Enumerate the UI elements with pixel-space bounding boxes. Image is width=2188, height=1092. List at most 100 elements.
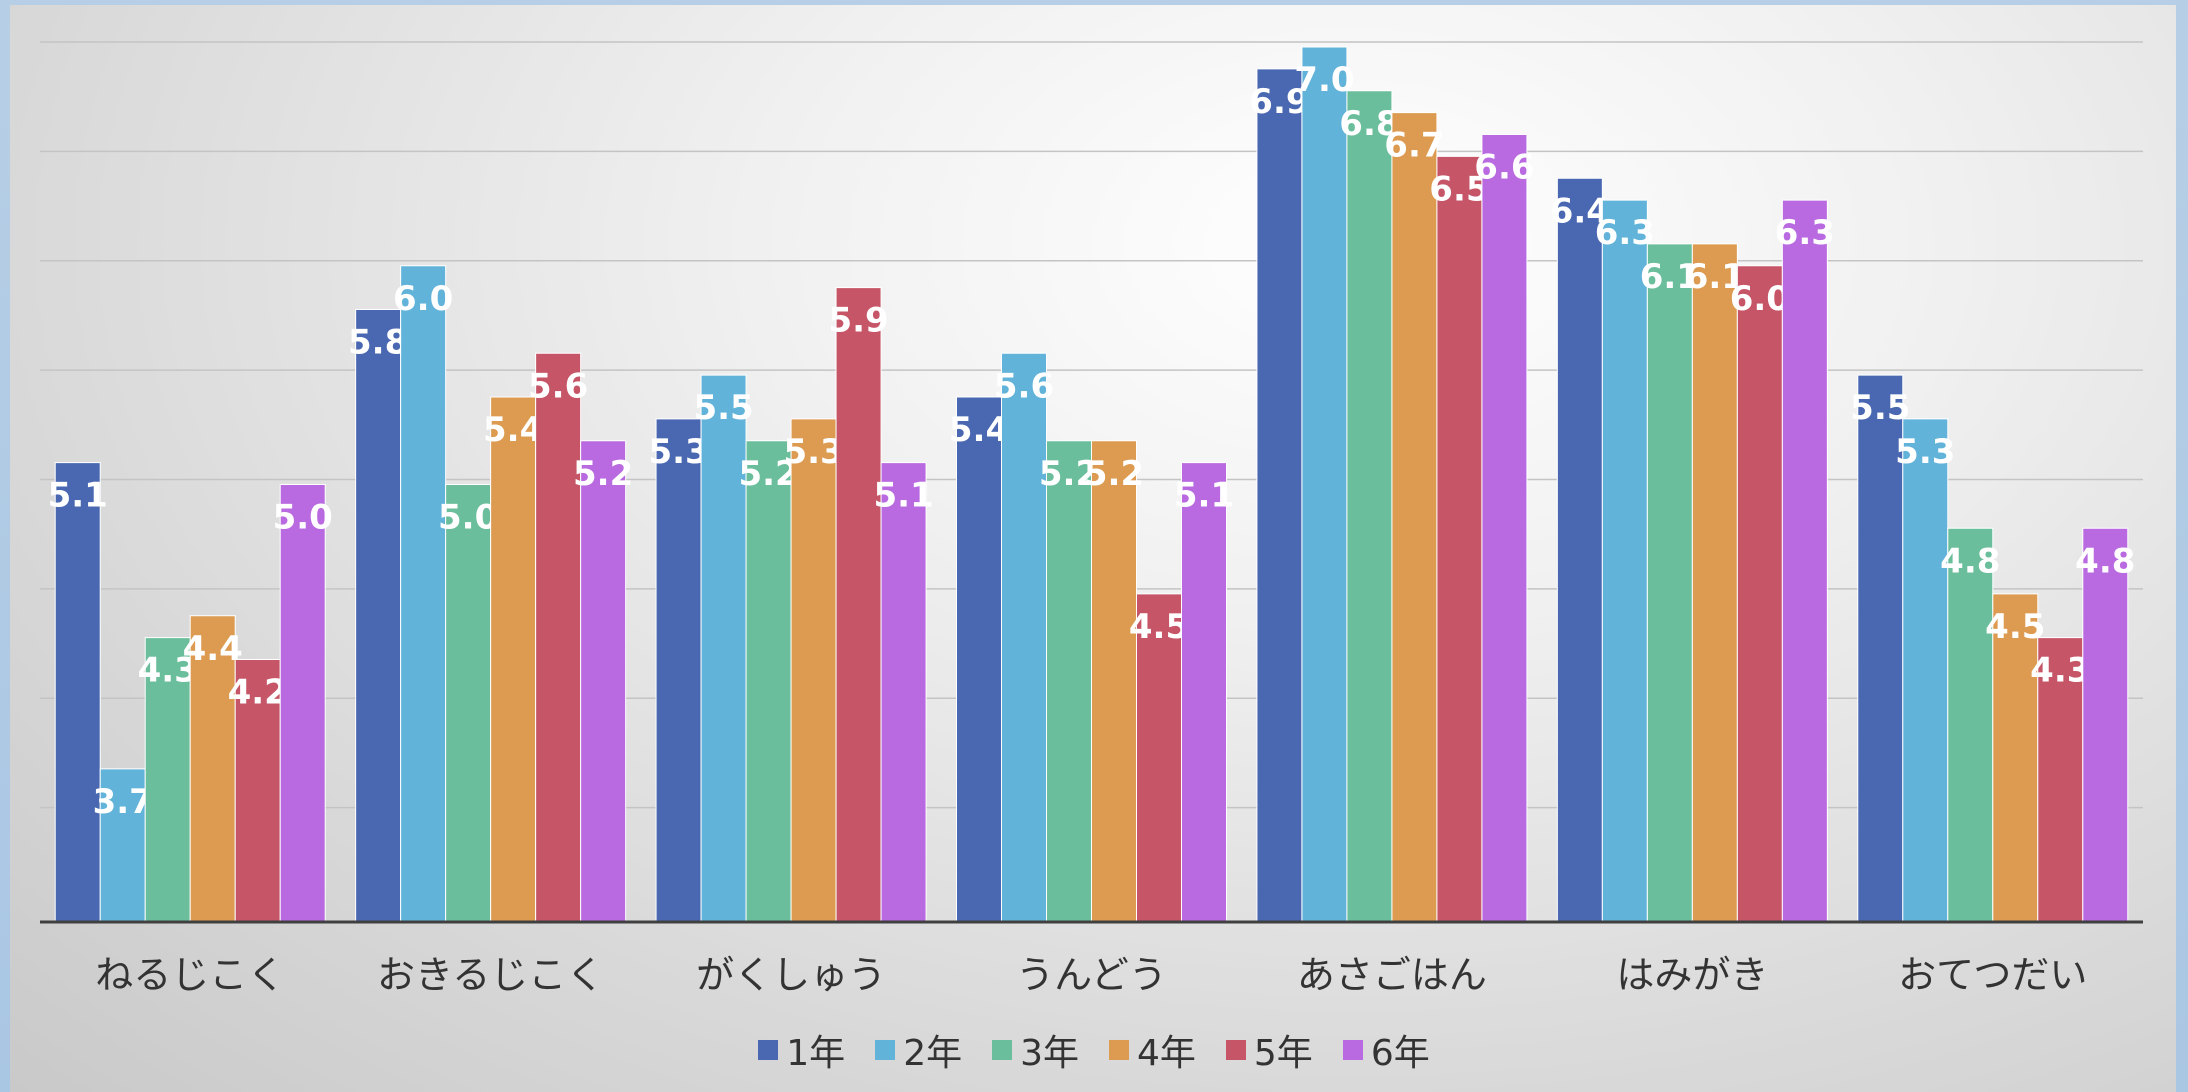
- data-label: 4.8: [2075, 541, 2135, 581]
- data-label: 4.4: [183, 629, 243, 669]
- bar: [99, 768, 146, 923]
- legend-swatch: [992, 1040, 1013, 1060]
- data-label: 5.5: [693, 388, 753, 428]
- bar: [880, 462, 927, 923]
- category-label: はみがき: [1616, 953, 1768, 997]
- data-label: 5.0: [273, 498, 333, 538]
- data-label: 7.0: [1294, 60, 1354, 100]
- bar: [956, 396, 1002, 923]
- bar: [1781, 199, 1828, 923]
- legend-swatch: [758, 1040, 779, 1060]
- data-label: 5.2: [1039, 454, 1099, 494]
- bar: [835, 287, 882, 923]
- legend-item: 6年: [1342, 1024, 1430, 1076]
- category-label: おてつだい: [1898, 953, 2087, 997]
- bar: [1992, 593, 2039, 923]
- bar: [1556, 177, 1603, 923]
- data-label: 6.1: [1640, 257, 1700, 297]
- bar: [1902, 418, 1949, 923]
- data-label: 6.3: [1595, 213, 1655, 253]
- bar: [490, 396, 537, 923]
- legend-item: 2年: [875, 1024, 962, 1076]
- bar: [1691, 243, 1738, 923]
- data-label: 4.5: [1985, 607, 2045, 647]
- data-label: 5.2: [738, 454, 798, 494]
- bar: [1346, 90, 1393, 923]
- category-label: うんどう: [1016, 953, 1167, 997]
- bar: [54, 462, 101, 923]
- data-label: 5.4: [949, 410, 1009, 450]
- legend-label: 4年: [1137, 1033, 1196, 1074]
- data-label: 3.7: [93, 782, 153, 822]
- category-label: がくしゅう: [696, 953, 886, 997]
- bar: [1256, 68, 1303, 923]
- data-label: 5.6: [528, 366, 588, 406]
- data-label: 4.3: [2030, 651, 2090, 691]
- legend-swatch: [1225, 1040, 1246, 1060]
- bar: [1301, 46, 1348, 923]
- data-label: 5.3: [1895, 432, 1955, 472]
- legend-item: 3年: [992, 1024, 1079, 1076]
- data-label: 6.4: [1550, 191, 1610, 231]
- bar: [745, 440, 792, 923]
- legend-item: 5年: [1225, 1024, 1313, 1076]
- legend-item: 1年: [758, 1024, 845, 1076]
- category-label: あさごはん: [1297, 953, 1487, 997]
- bar: [445, 484, 492, 923]
- legend-swatch: [1342, 1040, 1363, 1060]
- data-label: 6.7: [1384, 126, 1444, 166]
- legend: 1年 2年 3年 4年 5年 6年: [0, 1025, 2188, 1075]
- bar: [655, 418, 702, 923]
- legend-label: 3年: [1020, 1033, 1079, 1074]
- bar: [189, 615, 236, 923]
- data-label: 5.1: [1174, 476, 1234, 516]
- category-label: ねるじこく: [95, 953, 285, 997]
- legend-swatch: [875, 1040, 896, 1060]
- bar: [144, 637, 191, 923]
- bar: [700, 374, 747, 923]
- bar: [279, 484, 326, 923]
- data-label: 6.8: [1339, 104, 1399, 144]
- bar: [1181, 462, 1227, 923]
- data-label: 5.9: [828, 301, 888, 341]
- data-label: 6.9: [1249, 82, 1309, 122]
- data-label: 5.2: [1084, 454, 1144, 494]
- bar-chart: 5.13.74.34.44.25.0ねるじこく5.86.05.05.45.65.…: [40, 41, 2143, 997]
- bar: [580, 440, 627, 923]
- legend-item: 4年: [1109, 1024, 1196, 1076]
- bar: [790, 418, 837, 923]
- bar: [1046, 440, 1092, 923]
- data-label: 5.8: [348, 323, 408, 363]
- data-label: 5.3: [648, 432, 708, 472]
- data-label: 5.3: [783, 432, 843, 472]
- bar: [1091, 440, 1137, 923]
- legend-label: 1年: [786, 1033, 846, 1074]
- legend-label: 2年: [903, 1033, 963, 1074]
- data-label: 5.6: [994, 366, 1054, 406]
- data-label: 6.1: [1685, 257, 1745, 297]
- bar: [1601, 199, 1648, 923]
- legend-label: 5年: [1253, 1033, 1313, 1074]
- bar: [1001, 352, 1047, 923]
- data-label: 4.2: [228, 673, 288, 713]
- bar: [1391, 112, 1438, 923]
- data-label: 5.0: [438, 498, 498, 538]
- bar: [535, 352, 582, 923]
- data-label: 5.4: [483, 410, 543, 450]
- data-label: 5.2: [573, 454, 633, 494]
- bar: [1436, 155, 1483, 923]
- bar: [1646, 243, 1693, 923]
- data-label: 5.1: [48, 476, 108, 516]
- data-label: 4.3: [138, 651, 198, 691]
- data-label: 4.5: [1129, 607, 1189, 647]
- category-label: おきるじこく: [377, 953, 604, 997]
- data-label: 5.1: [873, 476, 933, 516]
- data-label: 6.0: [393, 279, 453, 319]
- data-label: 6.3: [1775, 213, 1835, 253]
- bar: [1736, 265, 1783, 923]
- data-label: 5.5: [1850, 388, 1910, 428]
- bar: [355, 309, 402, 923]
- bar: [1947, 527, 1994, 923]
- legend-swatch: [1109, 1040, 1129, 1060]
- bar: [1481, 134, 1528, 923]
